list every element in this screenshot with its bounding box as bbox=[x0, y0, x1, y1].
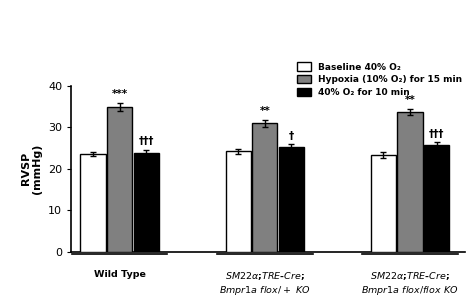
Legend: Baseline 40% O₂, Hypoxia (10% O₂) for 15 min, 40% O₂ for 10 min: Baseline 40% O₂, Hypoxia (10% O₂) for 15… bbox=[295, 61, 464, 99]
Text: $SM22\alpha$;$TRE$-$Cre$;
$Bmpr1a$ $flox/flox$ $KO$: $SM22\alpha$;$TRE$-$Cre$; $Bmpr1a$ $flox… bbox=[361, 270, 459, 297]
Bar bbox=[134, 153, 159, 252]
Text: **: ** bbox=[259, 106, 270, 116]
Text: **: ** bbox=[405, 95, 415, 105]
Text: Wild Type: Wild Type bbox=[93, 270, 146, 279]
Bar bbox=[107, 107, 132, 252]
Bar bbox=[424, 145, 449, 252]
Bar bbox=[371, 155, 396, 252]
Bar bbox=[80, 154, 106, 252]
Text: †††: ††† bbox=[429, 129, 444, 139]
Bar bbox=[252, 123, 277, 252]
Y-axis label: RVSP
(mmHg): RVSP (mmHg) bbox=[21, 144, 42, 194]
Bar bbox=[226, 151, 251, 252]
Text: ***: *** bbox=[111, 89, 128, 99]
Bar bbox=[279, 147, 304, 252]
Text: $SM22\alpha$;$TRE$-$Cre$;
$Bmpr1a$ $flox/+$ $KO$: $SM22\alpha$;$TRE$-$Cre$; $Bmpr1a$ $flox… bbox=[219, 270, 310, 297]
Text: †††: ††† bbox=[138, 137, 154, 146]
Text: †: † bbox=[289, 131, 294, 141]
Bar bbox=[397, 112, 423, 252]
